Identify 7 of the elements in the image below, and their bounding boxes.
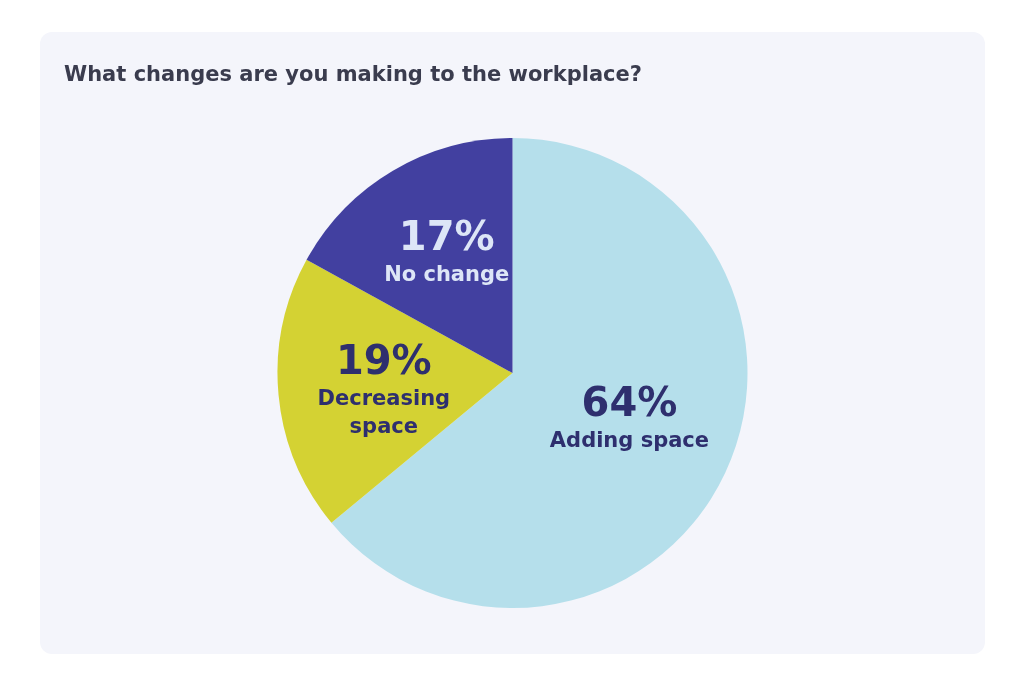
slice-label: Decreasing space (317, 385, 451, 438)
slice-label: No change (384, 262, 510, 287)
data-label: 64% (581, 379, 678, 426)
chart-title: What changes are you making to the workplace? (64, 62, 642, 86)
slice-label: Adding space (549, 428, 710, 453)
data-label: 17% (398, 213, 495, 260)
data-label: 19% (335, 336, 432, 383)
